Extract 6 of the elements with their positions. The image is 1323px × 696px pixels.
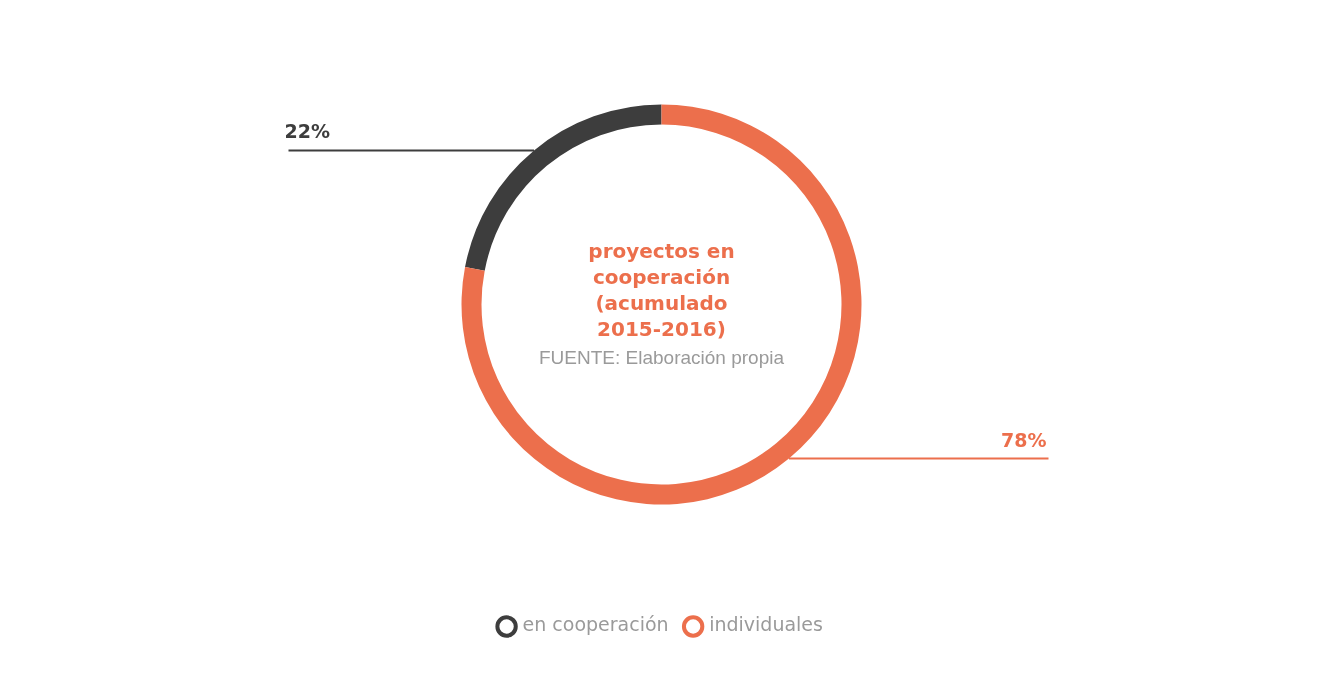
legend-label: en cooperación <box>522 613 669 636</box>
legend-label: individuales <box>709 613 823 636</box>
data-label: 78% <box>1001 428 1047 451</box>
text: proyectos en cooperación (acumulado 2015-2016) <box>588 238 735 341</box>
source-note: FUENTE: Elaboración propia <box>539 346 785 368</box>
data-label: 22% <box>284 120 330 143</box>
